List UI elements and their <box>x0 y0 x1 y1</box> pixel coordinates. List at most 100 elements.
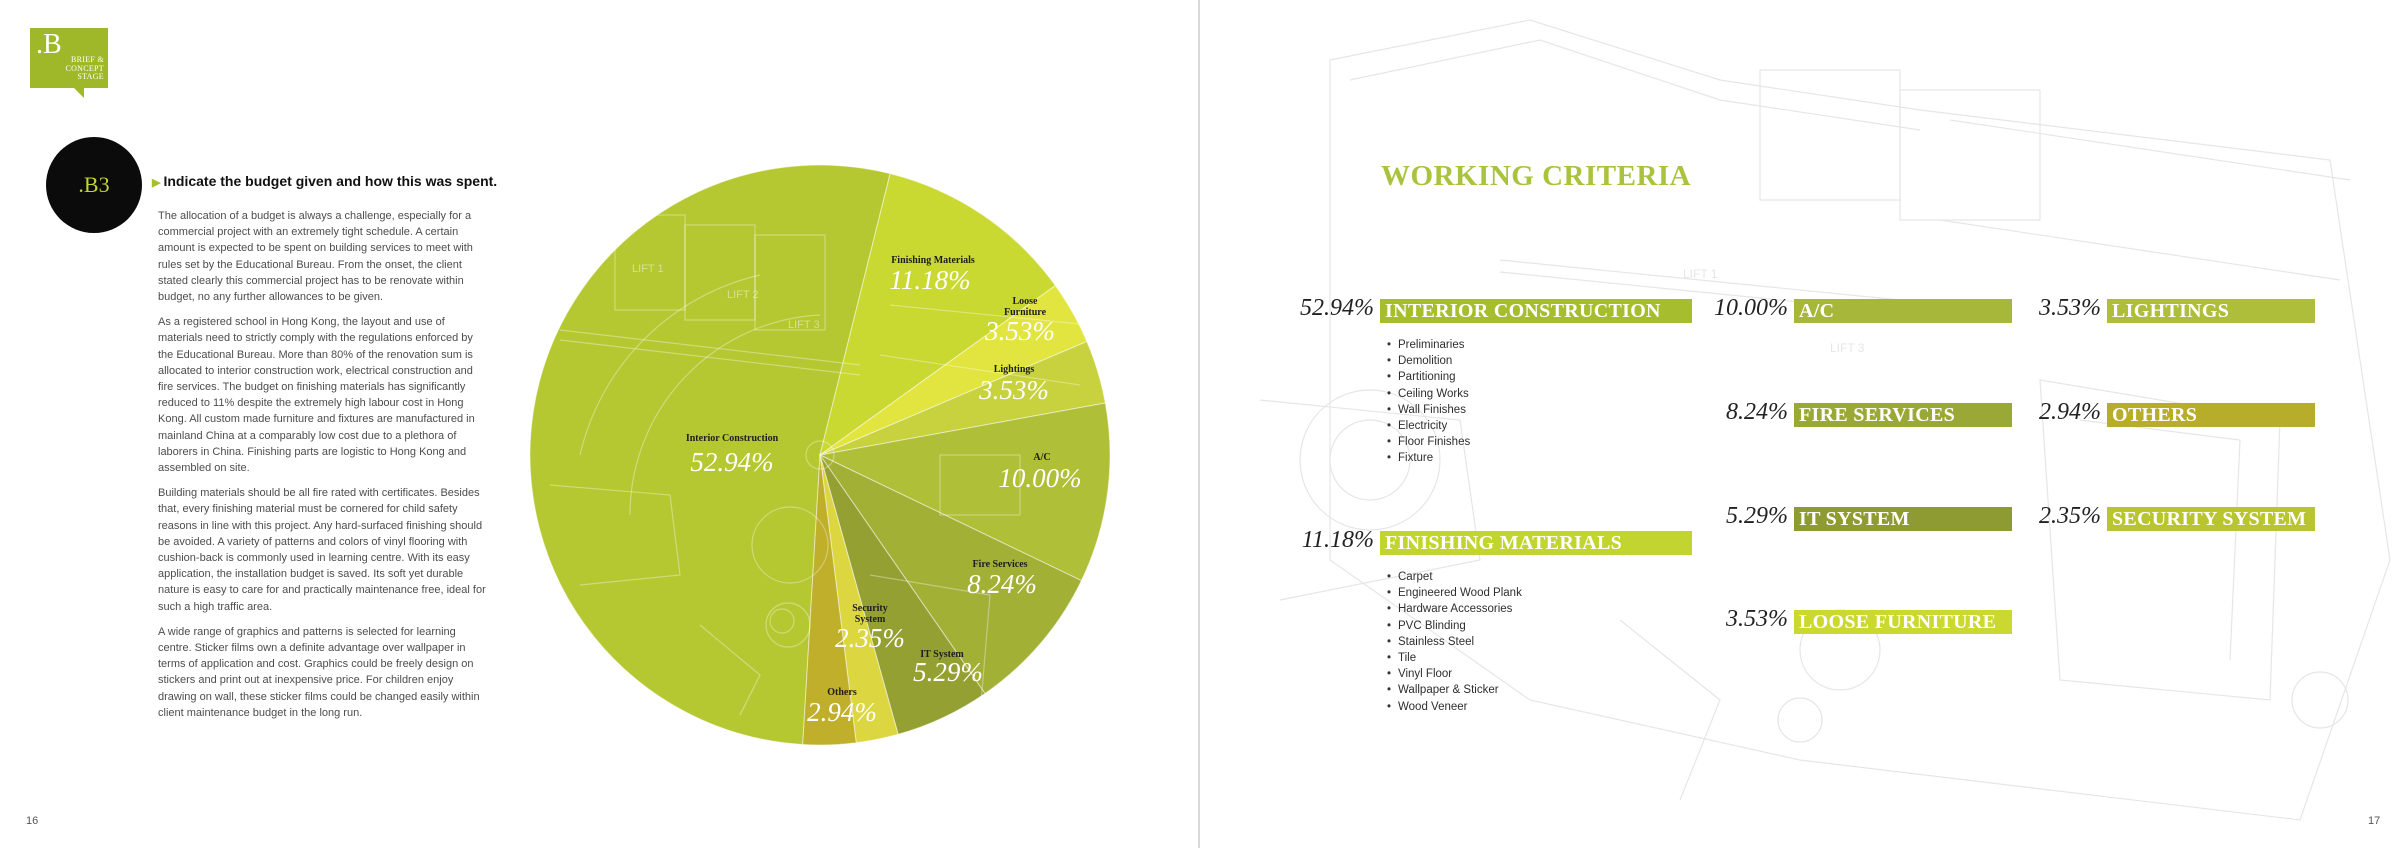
list-item: Carpet <box>1385 569 1522 585</box>
list-item: Wallpaper & Sticker <box>1385 682 1522 698</box>
criterion-pct: 52.94% <box>1300 295 1374 321</box>
slice-pct-fire-services: 8.24% <box>967 569 1037 599</box>
criterion-pct: 10.00% <box>1714 295 1788 321</box>
paragraph: Building materials should be all fire ra… <box>158 487 486 613</box>
logo-caption: BRIEF & CONCEPT STAGE <box>65 55 104 82</box>
pie-svg: LIFT 1 LIFT 2 LIFT 3 Interior Constructi… <box>529 164 1111 746</box>
list-item: Floor Finishes <box>1385 434 1470 450</box>
criterion-bar: FIRE SERVICES <box>1794 403 2012 427</box>
triangle-bullet-icon: ▶ <box>152 177 161 189</box>
left-page: .B BRIEF & CONCEPT STAGE .B3 ▶ Indicate t… <box>0 0 1198 848</box>
section-question: ▶ Indicate the budget given and how this … <box>152 173 497 189</box>
pie-slice-a-c <box>818 402 1111 582</box>
criterion-pct: 3.53% <box>2039 295 2101 321</box>
bg-plan-room-label: LIFT 1 <box>1683 267 1718 281</box>
slice-pct-it-system: 5.29% <box>913 657 983 687</box>
list-item: Engineered Wood Plank <box>1385 585 1522 601</box>
criterion-pct: 2.94% <box>2039 399 2101 425</box>
criterion-bar: SECURITY SYSTEM <box>2107 507 2315 531</box>
page-number-left: 16 <box>26 815 39 827</box>
criterion-bar: LOOSE FURNITURE <box>1794 610 2012 634</box>
slice-name-security-2: System <box>855 614 886 625</box>
criterion-bar: OTHERS <box>2107 403 2315 427</box>
criterion-pct: 3.53% <box>1726 606 1788 632</box>
paragraph: The allocation of a budget is always a c… <box>158 210 473 304</box>
criterion-bar: IT SYSTEM <box>1794 507 2012 531</box>
pie-labels: Interior Construction 52.94% Finishing M… <box>686 255 1082 727</box>
criterion-loose-furniture: 3.53% LOOSE FURNITURE <box>1726 606 2012 634</box>
criterion-bar: FINISHING MATERIALS <box>1380 531 1692 555</box>
list-item: PVC Blinding <box>1385 618 1522 634</box>
criterion-ac: 10.00% A/C <box>1714 295 2012 323</box>
criterion-bar: LIGHTINGS <box>2107 299 2315 323</box>
pie-slices <box>529 164 1111 746</box>
working-criteria-title: WORKING CRITERIA <box>1381 160 1692 192</box>
list-item: Vinyl Floor <box>1385 666 1522 682</box>
list-item: Partitioning <box>1385 369 1470 385</box>
slice-name-loose-furniture-2: Furniture <box>1004 307 1047 318</box>
list-item: Wall Finishes <box>1385 402 1470 418</box>
pie-slice-interior-construction <box>529 164 891 746</box>
list-item: Wood Veneer <box>1385 699 1522 715</box>
criterion-pct: 8.24% <box>1726 399 1788 425</box>
slice-name-it-system: IT System <box>920 649 964 660</box>
brief-concept-stage-logo: .B BRIEF & CONCEPT STAGE <box>30 28 108 98</box>
floor-plan-overlay <box>549 214 1091 716</box>
slice-name-interior-construction: Interior Construction <box>686 433 779 444</box>
section-badge: .B3 <box>46 137 142 233</box>
slice-pct-interior-construction: 52.94% <box>690 447 773 477</box>
page-number-right: 17 <box>2368 815 2381 827</box>
list-item: Hardware Accessories <box>1385 601 1522 617</box>
list-item: Demolition <box>1385 353 1470 369</box>
list-item: Tile <box>1385 650 1522 666</box>
slice-pct-others: 2.94% <box>807 697 877 727</box>
finishing-materials-list: Carpet Engineered Wood Plank Hardware Ac… <box>1385 569 1522 715</box>
criterion-finishing-materials: 11.18% FINISHING MATERIALS <box>1302 527 1692 555</box>
plan-room-label: LIFT 2 <box>727 289 759 301</box>
criterion-pct: 11.18% <box>1301 527 1374 553</box>
slice-pct-ac: 10.00% <box>998 463 1081 493</box>
criterion-bar: A/C <box>1794 299 2012 323</box>
slice-name-others: Others <box>827 687 857 698</box>
slice-name-fire-services: Fire Services <box>972 559 1027 570</box>
body-copy: The allocation of a budget is always a c… <box>158 208 490 730</box>
logo-line: STAGE <box>77 72 104 81</box>
criterion-bar: INTERIOR CONSTRUCTION <box>1380 299 1692 323</box>
criterion-fire-services: 8.24% FIRE SERVICES <box>1726 399 2012 427</box>
pie-slice-fire-services <box>818 453 1083 695</box>
criterion-pct: 5.29% <box>1726 503 1788 529</box>
criterion-it-system: 5.29% IT SYSTEM <box>1726 503 2012 531</box>
paragraph: A wide range of graphics and patterns is… <box>158 625 480 719</box>
pie-slice-others <box>802 454 857 746</box>
paragraph: As a registered school in Hong Kong, the… <box>158 316 475 475</box>
slice-name-finishing-materials: Finishing Materials <box>891 255 975 266</box>
slice-pct-loose-furniture: 3.53% <box>984 316 1055 346</box>
logo-line: CONCEPT <box>65 63 104 73</box>
page-gutter <box>1198 0 1200 848</box>
plan-room-label: LIFT 3 <box>788 319 820 331</box>
list-item: Preliminaries <box>1385 337 1470 353</box>
plan-room-label: LIFT 1 <box>632 263 664 275</box>
logo-mark: .B <box>36 29 62 60</box>
logo-line: BRIEF & <box>71 55 104 64</box>
slice-name-loose-furniture: Loose <box>1013 296 1039 307</box>
pie-slice-finishing-materials <box>819 173 1057 457</box>
slice-pct-security-system: 2.35% <box>835 623 905 653</box>
criterion-others: 2.94% OTHERS <box>2039 399 2315 427</box>
slice-pct-lightings: 3.53% <box>978 375 1049 405</box>
slice-name-ac: A/C <box>1033 452 1050 463</box>
criterion-security-system: 2.35% SECURITY SYSTEM <box>2039 503 2315 531</box>
slice-name-lightings: Lightings <box>994 364 1035 375</box>
slice-name-security: Security <box>852 603 888 614</box>
list-item: Stainless Steel <box>1385 634 1522 650</box>
bg-plan-room-label: LIFT 3 <box>1830 341 1865 355</box>
list-item: Fixture <box>1385 450 1470 466</box>
list-item: Electricity <box>1385 418 1470 434</box>
plan-room-labels: LIFT 1 LIFT 2 LIFT 3 <box>632 263 820 331</box>
question-text: Indicate the budget given and how this w… <box>163 173 498 189</box>
budget-pie-chart: LIFT 1 LIFT 2 LIFT 3 Interior Constructi… <box>520 155 1120 755</box>
criterion-lightings: 3.53% LIGHTINGS <box>2039 295 2315 323</box>
criterion-pct: 2.35% <box>2039 503 2101 529</box>
slice-pct-finishing-materials: 11.18% <box>889 265 970 295</box>
criterion-interior-construction: 52.94% INTERIOR CONSTRUCTION <box>1300 295 1692 323</box>
